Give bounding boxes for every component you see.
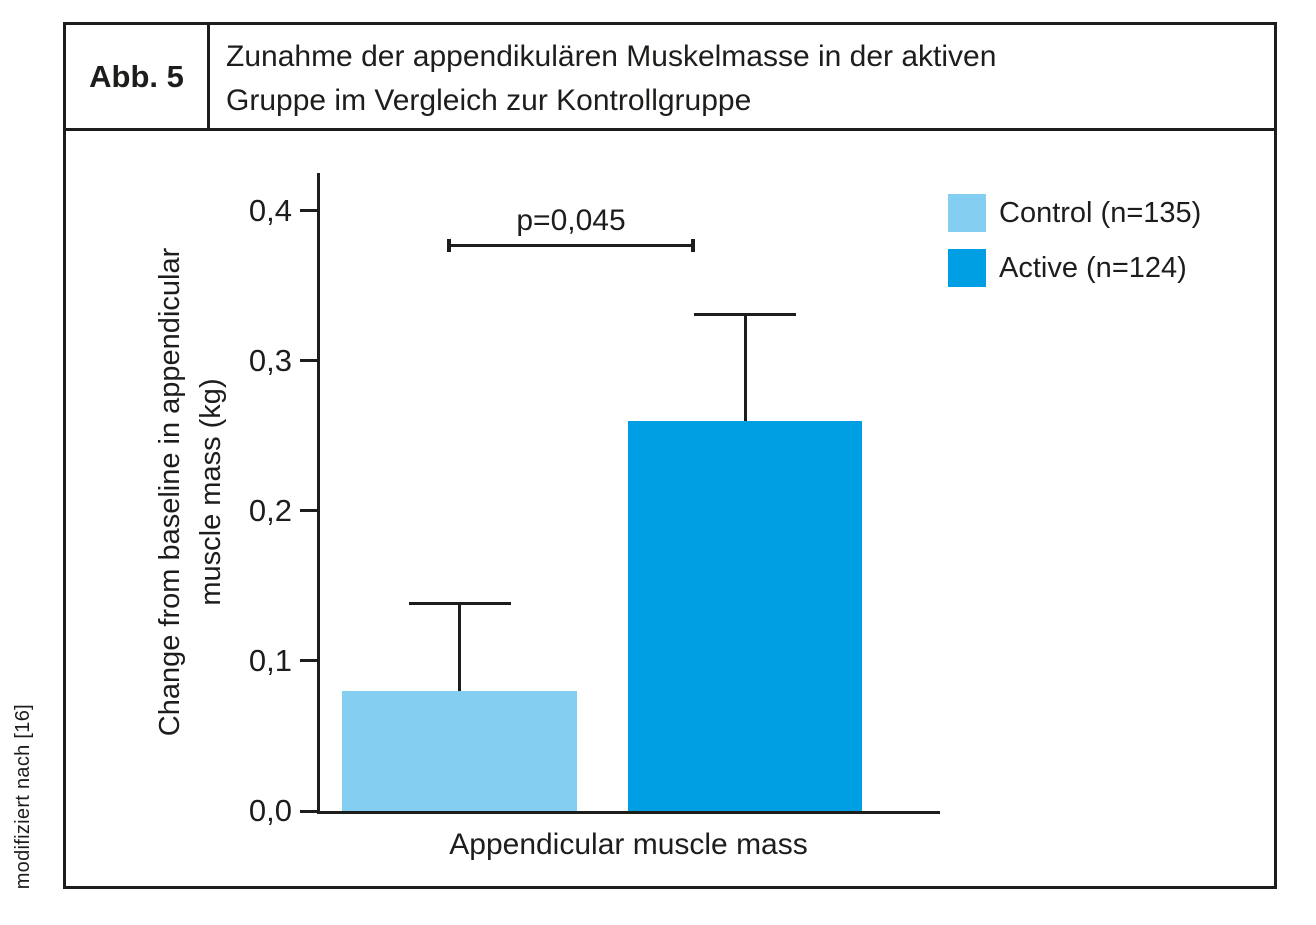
y-axis-title: Change from baseline in appendicular mus… bbox=[126, 173, 256, 811]
y-tick-mark bbox=[300, 659, 317, 663]
legend: Control (n=135) Active (n=124) bbox=[948, 193, 1201, 303]
bar-active bbox=[628, 420, 862, 811]
error-bar-stem bbox=[743, 315, 747, 421]
error-bar-cap bbox=[694, 312, 796, 316]
figure-frame: Abb. 5 Zunahme der appendikulären Muskel… bbox=[63, 22, 1277, 889]
figure-title-line2: Gruppe im Vergleich zur Kontrollgruppe bbox=[226, 84, 752, 117]
y-tick-label: 0,4 bbox=[248, 192, 292, 228]
source-note: modifiziert nach [16] bbox=[12, 703, 34, 889]
legend-swatch bbox=[948, 194, 986, 232]
legend-swatch bbox=[948, 249, 986, 287]
error-bar-cap bbox=[408, 602, 511, 606]
figure-label: Abb. 5 bbox=[66, 25, 210, 128]
legend-item: Active (n=124) bbox=[948, 248, 1201, 288]
y-tick-label: 0,2 bbox=[248, 492, 292, 528]
significance-bracket-end bbox=[447, 238, 451, 252]
x-axis-label: Appendicular muscle mass bbox=[449, 828, 808, 861]
y-tick-label: 0,0 bbox=[248, 793, 292, 828]
y-axis bbox=[317, 173, 320, 811]
legend-label: Active (n=124) bbox=[999, 251, 1187, 284]
y-tick-label: 0,1 bbox=[248, 642, 292, 678]
figure-header: Abb. 5 Zunahme der appendikulären Muskel… bbox=[66, 25, 1274, 131]
figure-title-line1: Zunahme der appendikulären Muskelmasse i… bbox=[226, 40, 997, 73]
plot-area: 0,0 0,1 0,2 0,3 0,4 p=0,045 Appendicular mus… bbox=[249, 173, 940, 861]
y-tick-mark bbox=[300, 809, 317, 813]
figure-title: Zunahme der appendikulären Muskelmasse i… bbox=[210, 25, 1274, 128]
y-axis-title-line2: muscle mass (kg) bbox=[195, 378, 228, 606]
bar-control bbox=[342, 690, 577, 811]
y-axis-title-text: Change from baseline in appendicular mus… bbox=[150, 248, 232, 736]
x-axis bbox=[317, 811, 940, 814]
bar-chart: Change from baseline in appendicular mus… bbox=[66, 131, 1274, 883]
significance-bracket-end bbox=[691, 238, 695, 252]
y-tick-mark bbox=[300, 209, 317, 213]
y-tick-mark bbox=[300, 359, 317, 363]
significance-bracket bbox=[449, 243, 693, 247]
legend-item: Control (n=135) bbox=[948, 193, 1201, 233]
y-tick-mark bbox=[300, 509, 317, 513]
legend-label: Control (n=135) bbox=[999, 196, 1202, 229]
p-value-label: p=0,045 bbox=[516, 204, 626, 238]
error-bar-stem bbox=[458, 605, 461, 691]
y-axis-title-line1: Change from baseline in appendicular bbox=[154, 247, 187, 737]
y-tick-label: 0,3 bbox=[248, 342, 292, 378]
